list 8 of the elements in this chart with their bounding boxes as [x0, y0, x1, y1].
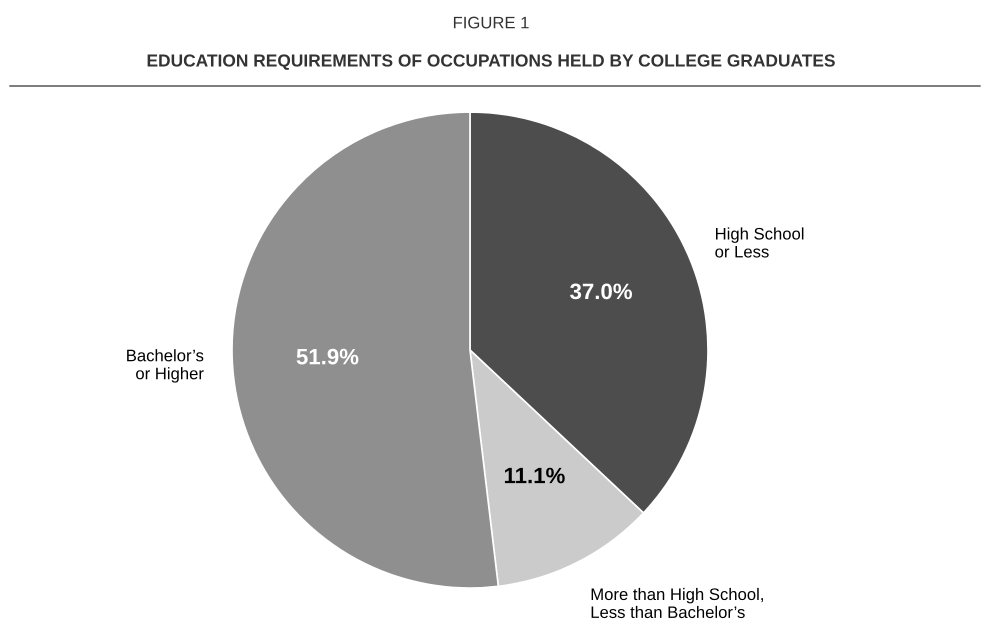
chart-title: FIGURE 1 [454, 16, 529, 28]
slice-label: More than High School, Less than Bachelor’s [592, 588, 763, 618]
data-label: 51.9% [296, 348, 358, 364]
chart-subtitle: EDUCATION REQUIREMENTS OF OCCUPATIONS HELD BY COLLEGE GRADUATES [148, 54, 835, 70]
data-label: 37.0% [570, 284, 632, 300]
slice-label: Bachelor’s or Higher [127, 349, 204, 383]
slice-label: High School or Less [715, 227, 804, 258]
data-label: 11.1% [504, 468, 565, 484]
